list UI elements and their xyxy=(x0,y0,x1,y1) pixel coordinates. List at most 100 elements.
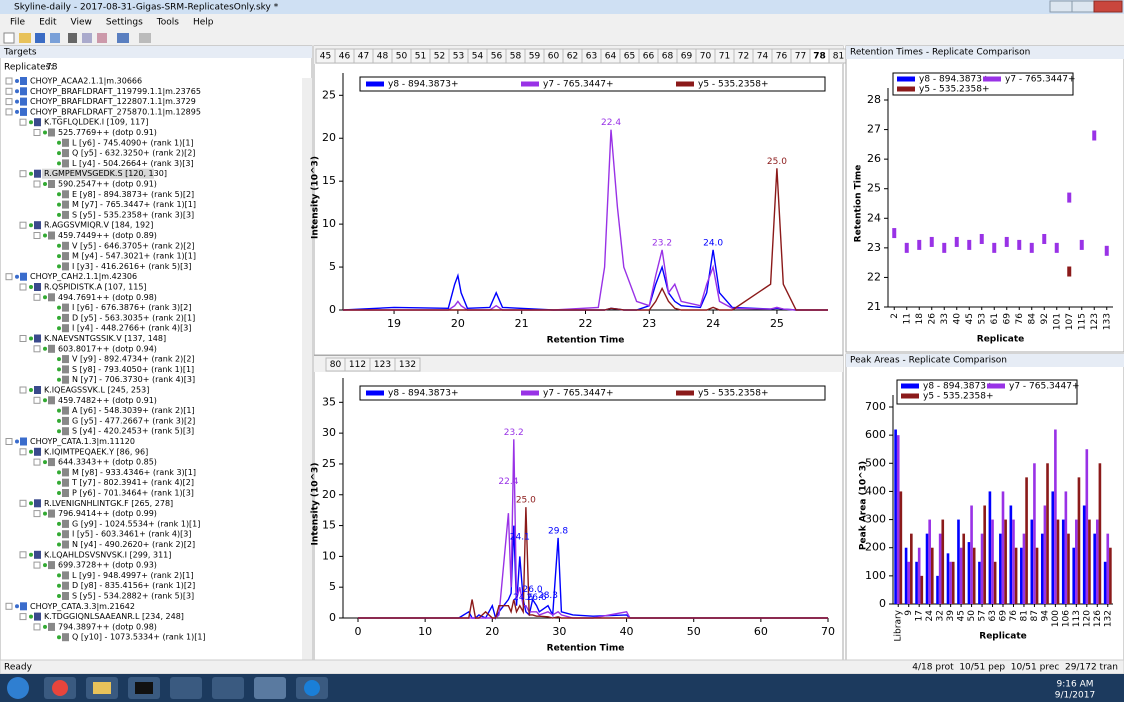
save[interactable] xyxy=(35,33,45,43)
tab-label[interactable]: 63 xyxy=(586,52,597,62)
tree-node[interactable]: M [y4] - 547.3021+ (rank 1)[1] xyxy=(72,252,196,261)
tree-node[interactable]: N [y7] - 706.3730+ (rank 4)[3] xyxy=(72,375,195,384)
expander[interactable] xyxy=(5,77,13,85)
expander[interactable] xyxy=(19,499,27,507)
tab-label[interactable]: 132 xyxy=(399,360,416,370)
tree-node[interactable]: S [y5] - 534.2882+ (rank 5)[3] xyxy=(72,592,194,601)
tree-node[interactable]: R.LVENIGNHLINTGK.F [265, 278] xyxy=(44,499,173,508)
tree-node[interactable]: CHOYP_ACAA2.1.1|m.30666 xyxy=(30,77,142,86)
tree-node[interactable]: N [y4] - 490.2620+ (rank 2)[2] xyxy=(72,540,195,549)
tab-label[interactable]: 78 xyxy=(813,52,826,62)
tree-node[interactable]: CHOYP_CAH2.1.1|m.42306 xyxy=(30,272,137,281)
menu-item[interactable]: Help xyxy=(193,18,214,28)
expander[interactable] xyxy=(19,335,27,342)
tab-label[interactable]: 72 xyxy=(738,52,749,62)
tab-label[interactable]: 123 xyxy=(374,360,391,370)
tree-node[interactable]: L [y4] - 504.2664+ (rank 3)[3] xyxy=(72,159,194,168)
tab-label[interactable]: 48 xyxy=(377,52,389,62)
undo[interactable] xyxy=(117,33,129,43)
expander[interactable] xyxy=(33,623,41,631)
tree-node[interactable]: M [y7] - 765.3447+ (rank 1)[1] xyxy=(72,200,196,209)
tree-node[interactable]: M [y8] - 933.4346+ (rank 3)[1] xyxy=(72,468,196,477)
tree-node[interactable]: 494.7691++ (dotp 0.98) xyxy=(58,293,157,302)
tree-node[interactable]: G [y5] - 477.2667+ (rank 3)[2] xyxy=(72,416,195,425)
tab-label[interactable]: 59 xyxy=(529,52,541,62)
tab-label[interactable]: 53 xyxy=(453,52,464,62)
tab-label[interactable]: 50 xyxy=(396,52,408,62)
tab-label[interactable]: 60 xyxy=(548,52,560,62)
tree-node[interactable]: 459.7482++ (dotp 0.91) xyxy=(58,396,157,405)
expander[interactable] xyxy=(33,510,41,518)
tab-label[interactable]: 62 xyxy=(567,52,578,62)
skyline[interactable] xyxy=(212,677,244,699)
tree-node[interactable]: 459.7449++ (dotp 0.89) xyxy=(58,231,157,240)
tree-node[interactable]: A [y6] - 548.3039+ (rank 2)[1] xyxy=(72,406,195,415)
tab-label[interactable]: 65 xyxy=(624,52,635,62)
tree-node[interactable]: R.QSPIDISTK.A [107, 115] xyxy=(44,283,147,292)
tab-label[interactable]: 80 xyxy=(330,360,342,370)
tab-label[interactable]: 56 xyxy=(491,52,503,62)
tree-node[interactable]: L [y6] - 745.4090+ (rank 1)[1] xyxy=(72,138,194,147)
maximize[interactable] xyxy=(1071,0,1095,13)
tab-label[interactable]: 81 xyxy=(833,52,844,62)
tree-node[interactable]: I [y4] - 448.2766+ (rank 4)[3] xyxy=(72,324,191,333)
tree-node[interactable]: 590.2547++ (dotp 0.91) xyxy=(58,180,157,189)
expander[interactable] xyxy=(33,458,41,466)
menu-item[interactable]: View xyxy=(71,18,92,28)
menu-item[interactable]: Settings xyxy=(106,18,143,28)
menu-item[interactable]: Tools xyxy=(156,18,179,28)
expander[interactable] xyxy=(19,386,27,394)
tree-node[interactable]: K.IQIMTPEQAEK.Y [86, 96] xyxy=(44,447,148,456)
tree-node[interactable]: K.NAEVSNTGSSIK.V [137, 148] xyxy=(44,334,166,343)
replicates-value[interactable]: 78 xyxy=(46,63,58,73)
tree-node[interactable]: 796.9414++ (dotp 0.99) xyxy=(58,509,157,518)
tab-label[interactable]: 52 xyxy=(434,52,445,62)
tab-label[interactable]: 112 xyxy=(349,360,366,370)
start-button[interactable] xyxy=(7,677,29,699)
tree-node[interactable]: R.GMPEMVSGEDK.S [120, 130] xyxy=(44,169,167,178)
expander[interactable] xyxy=(33,396,41,404)
expander[interactable] xyxy=(5,273,13,281)
app[interactable] xyxy=(170,677,202,699)
expander[interactable] xyxy=(5,98,13,106)
tree-node[interactable]: E [y8] - 894.3873+ (rank 5)[2] xyxy=(72,190,194,199)
tab-label[interactable]: 66 xyxy=(643,52,655,62)
tree-node[interactable]: I [y6] - 676.3876+ (rank 3)[2] xyxy=(72,303,191,312)
tab-label[interactable]: 64 xyxy=(605,52,617,62)
tab-label[interactable]: 70 xyxy=(700,52,712,62)
tab-label[interactable]: 47 xyxy=(358,52,369,62)
redo[interactable] xyxy=(139,33,151,43)
tree-node[interactable]: I [y3] - 416.2616+ (rank 5)[3] xyxy=(72,262,191,271)
tree-node[interactable]: CHOYP_CATA.1.3|m.11120 xyxy=(30,437,135,446)
tree-node[interactable]: R.AGGSVMIQR.V [184, 192] xyxy=(44,221,153,230)
tree-node[interactable]: I [y5] - 603.3461+ (rank 4)[3] xyxy=(72,530,191,539)
expander[interactable] xyxy=(19,551,27,559)
expander[interactable] xyxy=(5,438,13,445)
tab-label[interactable]: 51 xyxy=(415,52,426,62)
save-all[interactable] xyxy=(50,33,60,43)
tree-node[interactable]: 644.3343++ (dotp 0.85) xyxy=(58,458,157,467)
tree-node[interactable]: CHOYP_BRAFLDRAFT_275870.1.1|m.12895 xyxy=(30,107,201,116)
tree-node[interactable]: K.TDGGIQNLSAAEANR.L [234, 248] xyxy=(44,612,184,621)
expander[interactable] xyxy=(19,221,27,229)
tree-node[interactable]: K.TGFLQLDEK.I [109, 117] xyxy=(44,118,148,127)
expander[interactable] xyxy=(19,613,27,621)
tree-node[interactable]: S [y5] - 535.2358+ (rank 3)[3] xyxy=(72,210,194,219)
tree-node[interactable]: G [y9] - 1024.5534+ (rank 1)[1] xyxy=(72,519,200,528)
tree-node[interactable]: D [y5] - 563.3035+ (rank 2)[1] xyxy=(72,313,195,322)
tree-node[interactable]: CHOYP_BRAFLDRAFT_119799.1.1|m.23765 xyxy=(30,87,201,96)
new[interactable] xyxy=(3,32,15,44)
expander[interactable] xyxy=(5,87,13,95)
tree-node[interactable]: V [y9] - 892.4734+ (rank 2)[2] xyxy=(72,355,195,364)
tree-node[interactable]: 525.7769++ (dotp 0.91) xyxy=(58,128,157,137)
minimize[interactable] xyxy=(1049,0,1073,13)
tree-node[interactable]: K.IQEAGSSVK.L [245, 253] xyxy=(44,386,149,395)
tab-label[interactable]: 58 xyxy=(510,52,522,62)
expander[interactable] xyxy=(33,129,41,136)
tab-label[interactable]: 46 xyxy=(339,52,351,62)
tree-node[interactable]: D [y8] - 835.4156+ (rank 1)[2] xyxy=(72,581,195,590)
scrollbar[interactable] xyxy=(302,78,312,660)
expander[interactable] xyxy=(19,170,27,178)
tab-label[interactable]: 69 xyxy=(681,52,693,62)
expander[interactable] xyxy=(5,108,13,116)
